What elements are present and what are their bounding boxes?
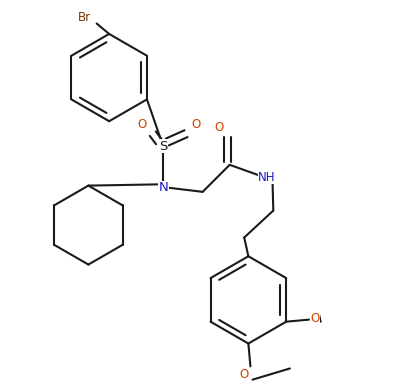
Text: N: N <box>158 181 168 194</box>
Text: O: O <box>310 312 320 325</box>
Text: O: O <box>192 118 201 131</box>
Text: Br: Br <box>78 11 91 24</box>
Text: NH: NH <box>258 171 276 184</box>
Text: O: O <box>138 118 147 131</box>
Text: S: S <box>159 140 168 152</box>
Text: O: O <box>215 121 224 134</box>
Text: O: O <box>239 368 249 381</box>
